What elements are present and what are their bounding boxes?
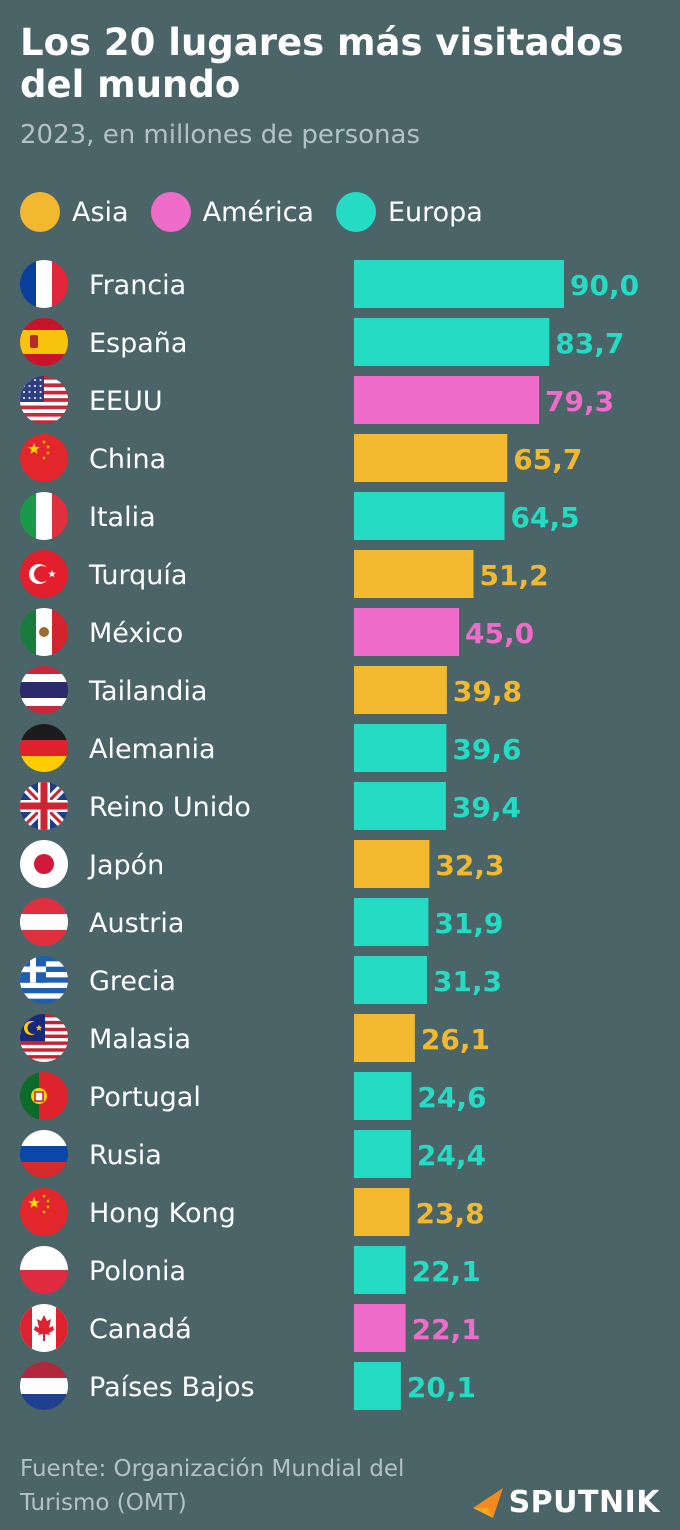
- category-label-malasia: Malasia: [89, 1024, 191, 1055]
- category-label-austria: Austria: [89, 908, 184, 939]
- category-label-japon: Japón: [87, 850, 164, 881]
- bar-alemania: [354, 724, 447, 772]
- bar-hong-kong: [354, 1188, 410, 1236]
- category-label-grecia: Grecia: [89, 966, 176, 997]
- legend-label-europa: Europa: [387, 196, 483, 228]
- bar-mexico: [354, 608, 459, 656]
- category-label-eeuu: EEUU: [89, 386, 163, 417]
- bar-chart: Francia 90,0 España 83,7 EEUU 79,3 China 65,7 It…: [20, 260, 639, 1410]
- category-label-reino-unido: Reino Unido: [89, 792, 251, 823]
- legend-swatch-america: [150, 192, 191, 232]
- value-label-china: 65,7: [513, 443, 582, 476]
- flag-mexico-icon: [20, 608, 68, 656]
- bar-china: [354, 434, 508, 482]
- bar-francia: [354, 260, 564, 308]
- value-label-portugal: 24,6: [417, 1081, 486, 1114]
- bar-turquia: [354, 550, 474, 598]
- category-label-paises-bajos: Países Bajos: [89, 1372, 255, 1403]
- bar-malasia: [354, 1014, 415, 1062]
- bar-eeuu: [354, 376, 539, 424]
- value-label-tailandia: 39,8: [453, 675, 522, 708]
- bar-tailandia: [354, 666, 447, 714]
- bar-rusia: [354, 1130, 411, 1178]
- value-label-malasia: 26,1: [421, 1023, 490, 1056]
- value-label-italia: 64,5: [511, 501, 580, 534]
- chart-title: Los 20 lugares más visitados del mundo: [20, 21, 624, 106]
- flag-japan-icon: [20, 840, 68, 888]
- bar-canada: [354, 1304, 406, 1352]
- source-note: Fuente: Organización Mundial del Turismo…: [20, 1456, 405, 1516]
- value-label-grecia: 31,3: [433, 965, 502, 998]
- logo-text: SPUTNIK: [508, 1485, 660, 1520]
- value-label-polonia: 22,1: [412, 1255, 481, 1288]
- flag-russia-icon: [20, 1130, 68, 1178]
- category-label-mexico: México: [89, 618, 183, 649]
- value-label-reino-unido: 39,4: [452, 791, 521, 824]
- legend-item-america: América: [150, 192, 314, 232]
- bar-reino-unido: [354, 782, 446, 830]
- flag-italy-icon: [20, 492, 68, 540]
- category-label-hong-kong: Hong Kong: [89, 1198, 236, 1229]
- bar-espana: [354, 318, 550, 366]
- flag-spain-icon: [20, 318, 68, 366]
- sputnik-logo-icon: [472, 1487, 503, 1518]
- legend: Asia América Europa: [20, 190, 505, 234]
- category-label-rusia: Rusia: [89, 1140, 162, 1171]
- value-label-paises-bajos: 20,1: [407, 1371, 476, 1404]
- flag-greece-icon: [20, 956, 68, 1004]
- legend-item-asia: Asia: [20, 192, 129, 232]
- flag-usa-icon: [20, 376, 68, 424]
- bar-portugal: [354, 1072, 412, 1120]
- bar-austria: [354, 898, 429, 946]
- flag-france-icon: [20, 260, 68, 308]
- flag-netherlands-icon: [20, 1362, 68, 1410]
- value-label-japon: 32,3: [435, 849, 504, 882]
- category-label-alemania: Alemania: [89, 734, 216, 765]
- value-label-mexico: 45,0: [465, 617, 534, 650]
- chart-subtitle: 2023, en millones de personas: [20, 120, 420, 150]
- legend-label-america: América: [202, 196, 314, 228]
- flag-poland-icon: [20, 1246, 68, 1294]
- legend-label-asia: Asia: [72, 196, 129, 228]
- sputnik-logo: SPUTNIK: [471, 1485, 660, 1520]
- legend-swatch-europa: [335, 192, 376, 232]
- value-label-canada: 22,1: [412, 1313, 481, 1346]
- category-label-turquia: Turquía: [88, 560, 187, 591]
- category-label-espana: España: [89, 328, 187, 359]
- flag-canada-icon: [20, 1304, 68, 1352]
- value-label-eeuu: 79,3: [545, 385, 614, 418]
- category-label-polonia: Polonia: [89, 1256, 186, 1287]
- bar-paises-bajos: [354, 1362, 401, 1410]
- flag-portugal-icon: [20, 1072, 68, 1120]
- bar-polonia: [354, 1246, 406, 1294]
- flag-germany-icon: [20, 724, 68, 772]
- category-label-china: China: [89, 444, 166, 475]
- value-label-rusia: 24,4: [417, 1139, 486, 1172]
- legend-swatch-asia: [20, 192, 60, 232]
- value-label-alemania: 39,6: [452, 733, 521, 766]
- flag-hongkong-icon: [20, 1188, 68, 1236]
- flag-uk-icon: [20, 782, 68, 830]
- flag-thailand-icon: [20, 666, 68, 714]
- category-label-italia: Italia: [89, 502, 156, 533]
- category-label-francia: Francia: [89, 270, 186, 301]
- legend-item-europa: Europa: [335, 192, 483, 232]
- category-label-tailandia: Tailandia: [88, 676, 207, 707]
- category-label-canada: Canadá: [89, 1314, 192, 1345]
- flag-turkey-icon: [20, 550, 68, 598]
- value-label-hong-kong: 23,8: [416, 1197, 485, 1230]
- bar-italia: [354, 492, 505, 540]
- flag-austria-icon: [20, 898, 68, 946]
- value-label-francia: 90,0: [570, 269, 639, 302]
- bar-japon: [354, 840, 430, 888]
- flag-malaysia-icon: [20, 1014, 68, 1062]
- value-label-espana: 83,7: [555, 327, 624, 360]
- bar-grecia: [354, 956, 427, 1004]
- value-label-turquia: 51,2: [480, 559, 549, 592]
- value-label-austria: 31,9: [434, 907, 503, 940]
- category-label-portugal: Portugal: [89, 1082, 201, 1113]
- flag-china-icon: [20, 434, 68, 482]
